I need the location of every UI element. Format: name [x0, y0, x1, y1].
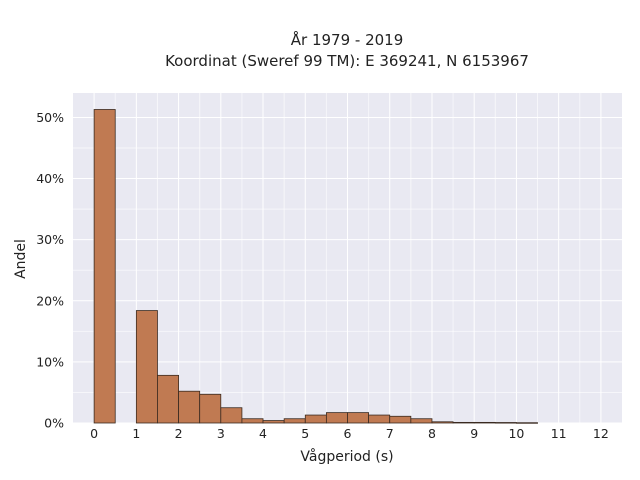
- histogram-bar: [452, 421, 475, 424]
- histogram-bar: [347, 412, 370, 424]
- histogram-bar: [431, 421, 454, 424]
- histogram-bar: [516, 422, 538, 424]
- chart-title: År 1979 - 2019 Koordinat (Sweref 99 TM):…: [165, 30, 529, 70]
- x-axis-label: Vågperiod (s): [300, 448, 393, 465]
- histogram-bar: [368, 414, 391, 424]
- x-tick-label: 2: [175, 426, 183, 441]
- y-tick-label: 50%: [36, 110, 64, 125]
- histogram-bars: [93, 109, 538, 424]
- y-tick-label: 40%: [36, 171, 64, 186]
- y-tick-label: 20%: [36, 293, 64, 308]
- x-tick-label: 9: [470, 426, 478, 441]
- histogram-bar: [410, 418, 433, 424]
- x-tick-label: 11: [551, 426, 567, 441]
- chart-title-line-1: År 1979 - 2019: [291, 30, 404, 49]
- x-tick-label: 1: [132, 426, 140, 441]
- histogram-bar: [199, 393, 222, 424]
- histogram-bar: [157, 374, 179, 424]
- histogram-bar: [135, 310, 158, 424]
- y-axis-label: Andel: [13, 239, 29, 279]
- histogram-bar: [304, 414, 327, 424]
- x-tick-label: 4: [259, 426, 267, 441]
- histogram-bar: [220, 407, 243, 424]
- x-tick-label: 8: [428, 426, 436, 441]
- y-tick-labels: 0% 10% 20% 30% 40% 50%: [36, 110, 64, 431]
- chart-title-line-2: Koordinat (Sweref 99 TM): E 369241, N 61…: [165, 52, 529, 70]
- x-tick-label: 10: [508, 426, 524, 441]
- y-tick-label: 0%: [44, 416, 64, 431]
- x-tick-labels: 0 1 2 3 4 5 6 7 8 9 10 11 12: [90, 426, 609, 441]
- x-tick-label: 12: [593, 426, 609, 441]
- x-tick-label: 5: [301, 426, 309, 441]
- histogram-bar: [178, 390, 201, 424]
- histogram-bar: [325, 412, 348, 424]
- histogram-bar: [283, 418, 306, 424]
- x-tick-label: 3: [217, 426, 225, 441]
- histogram-bar: [262, 420, 285, 424]
- histogram-bar: [241, 418, 264, 424]
- y-tick-label: 10%: [36, 354, 64, 369]
- histogram-bar: [93, 109, 116, 424]
- y-tick-label: 30%: [36, 232, 64, 247]
- histogram-bar: [494, 422, 517, 424]
- histogram-bar: [389, 415, 412, 424]
- x-tick-label: 7: [386, 426, 394, 441]
- x-tick-label: 0: [90, 426, 98, 441]
- histogram-bar: [473, 421, 496, 424]
- x-tick-label: 6: [344, 426, 352, 441]
